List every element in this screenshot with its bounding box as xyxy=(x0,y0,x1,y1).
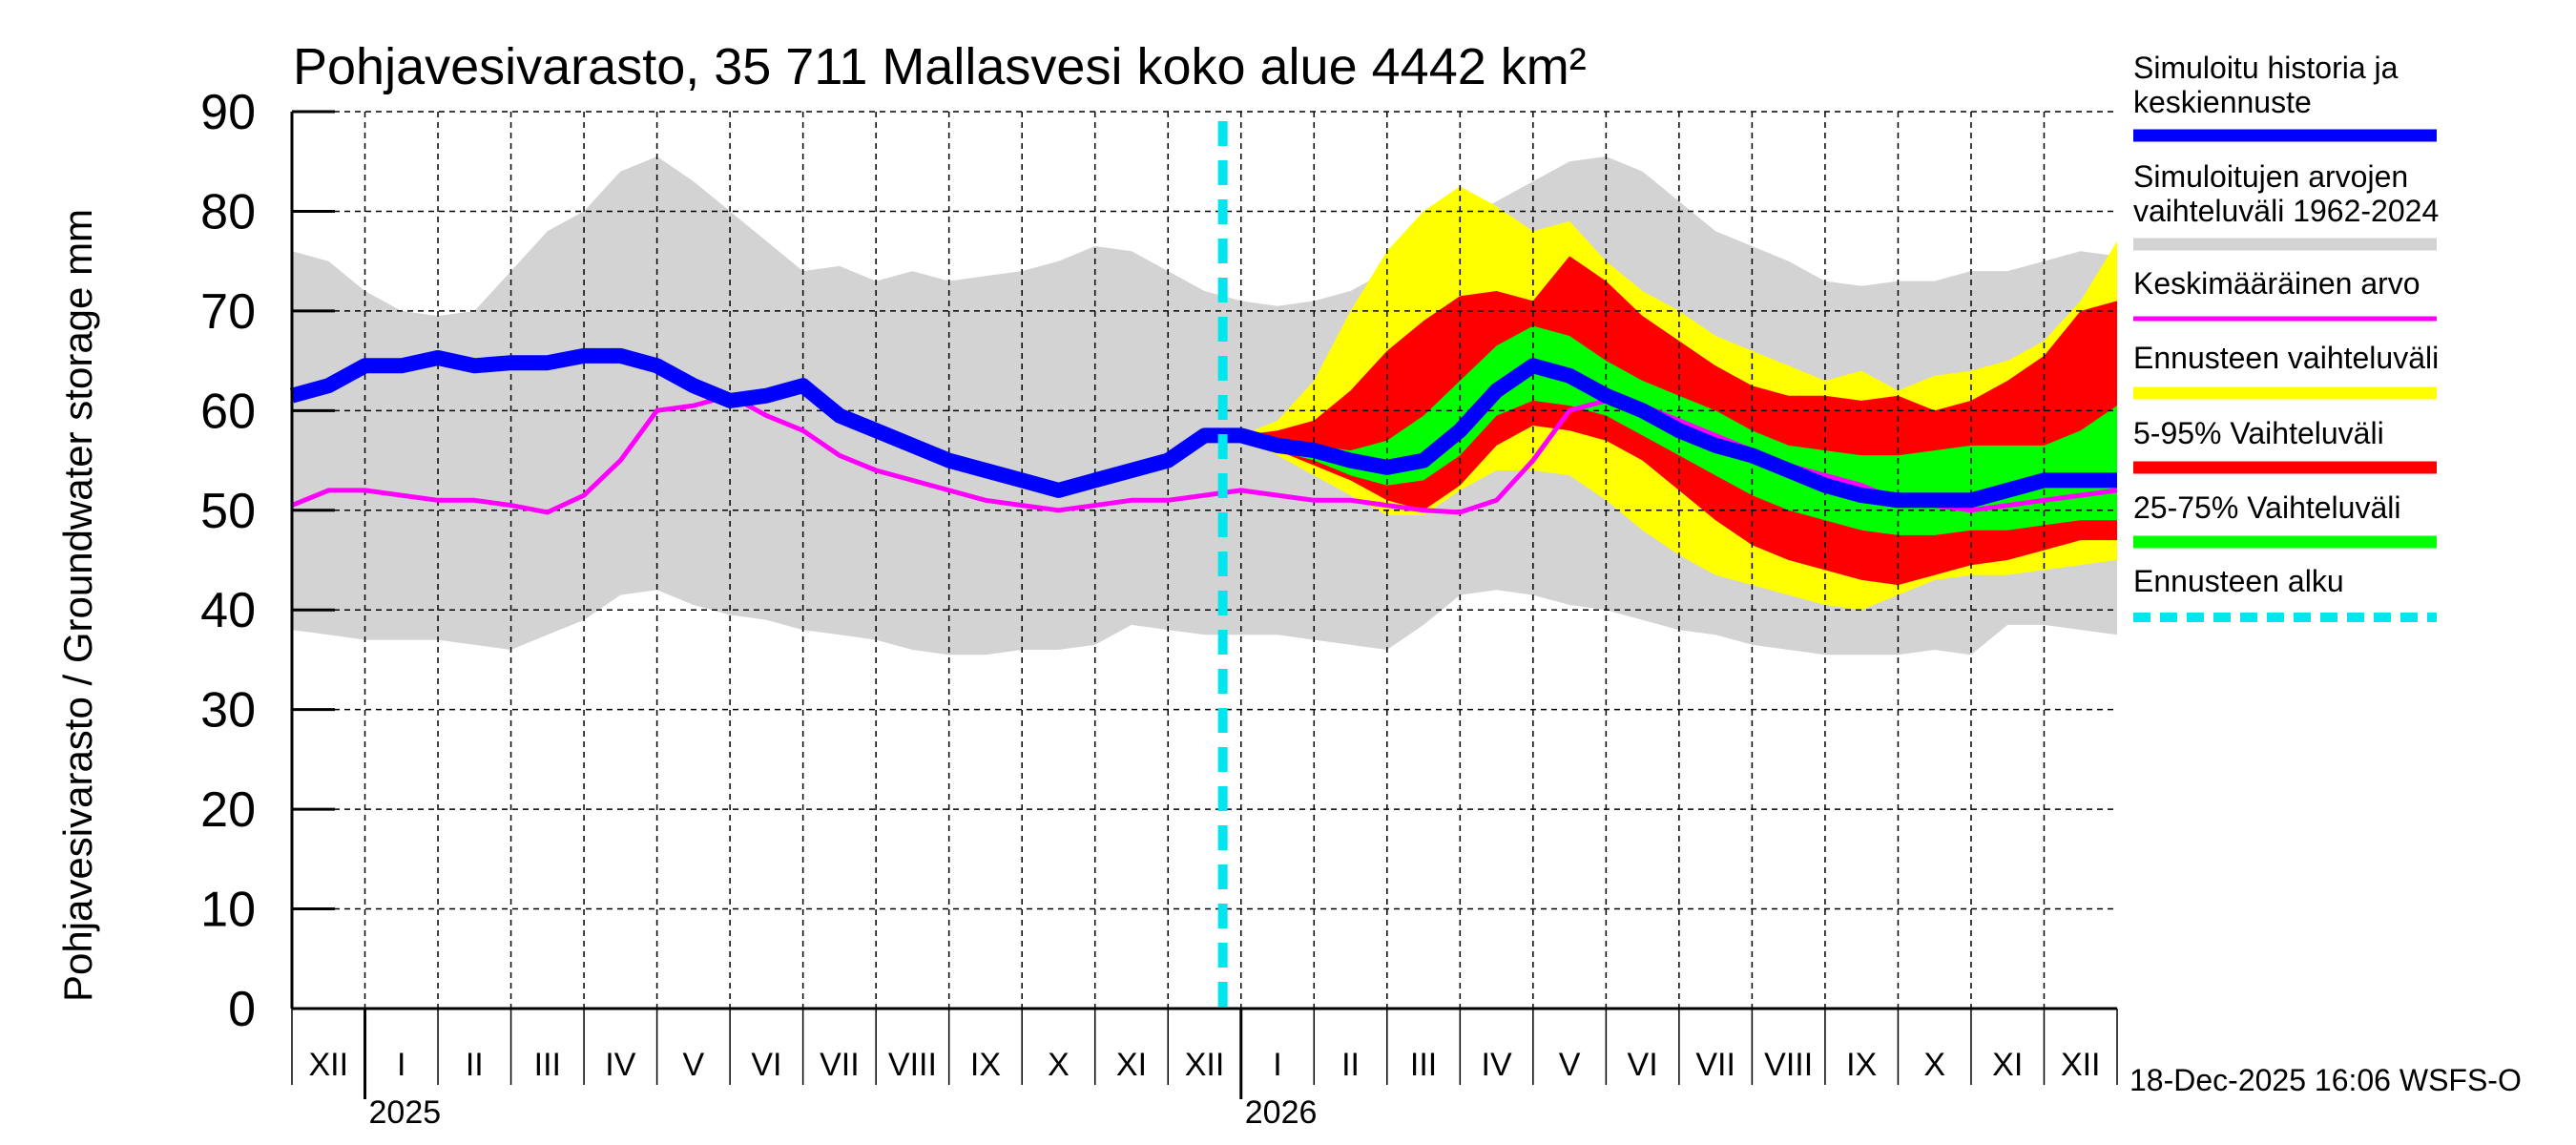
month-label: X xyxy=(1048,1047,1070,1083)
month-label: V xyxy=(683,1047,705,1083)
gridlines xyxy=(292,111,2117,1009)
month-label: VI xyxy=(1628,1047,1658,1083)
y-tick-label: 60 xyxy=(200,384,256,439)
legend-label: Simuloitu historia ja xyxy=(2133,51,2399,85)
legend-label: vaihteluväli 1962-2024 xyxy=(2133,194,2439,228)
month-label: VII xyxy=(1695,1047,1735,1083)
month-label: VIII xyxy=(1764,1047,1813,1083)
year-label: 2026 xyxy=(1245,1094,1318,1131)
month-label: XI xyxy=(1116,1047,1147,1083)
y-tick-label: 40 xyxy=(200,583,256,638)
y-tick-label: 10 xyxy=(200,883,256,938)
y-tick-label: 80 xyxy=(200,184,256,239)
simulated-median-line xyxy=(289,347,2117,509)
y-tick-labels: 0 10 20 30 40 50 60 70 80 90 xyxy=(200,85,335,1037)
timestamp: 18-Dec-2025 16:06 WSFS-O xyxy=(2129,1063,2522,1097)
month-label: XI xyxy=(1992,1047,2023,1083)
y-tick-label: 20 xyxy=(200,782,256,838)
month-label: IX xyxy=(1846,1047,1877,1083)
month-label: X xyxy=(1923,1047,1945,1083)
legend-label: 25-75% Vaihteluväli xyxy=(2133,490,2400,525)
legend-label: keskiennuste xyxy=(2133,85,2312,119)
month-label: V xyxy=(1559,1047,1581,1083)
legend-label: Simuloitujen arvojen xyxy=(2133,159,2408,194)
month-label: VIII xyxy=(888,1047,937,1083)
month-label: XII xyxy=(308,1047,348,1083)
legend-label: 5-95% Vaihteluväli xyxy=(2133,416,2384,450)
month-label: VI xyxy=(751,1047,781,1083)
legend-label: Keskimääräinen arvo xyxy=(2133,266,2420,301)
month-label: IX xyxy=(970,1047,1001,1083)
y-tick-label: 70 xyxy=(200,284,256,340)
legend-label: Ennusteen alku xyxy=(2133,564,2344,598)
month-label: XII xyxy=(2061,1047,2101,1083)
y-tick-label: 50 xyxy=(200,484,256,539)
month-label: I xyxy=(397,1047,405,1083)
x-month-ticks: XII I II III IV V VI VII VIII IX X XI XII I II III IV V VI… xyxy=(291,1009,2118,1131)
y-tick-label: 90 xyxy=(200,85,256,140)
legend-label: Ennusteen vaihteluväli xyxy=(2133,341,2439,375)
month-label: II xyxy=(1341,1047,1360,1083)
month-label: I xyxy=(1273,1047,1281,1083)
y-axis-label: Pohjavesivarasto / Groundwater storage m… xyxy=(55,209,100,1002)
month-label: IV xyxy=(605,1047,635,1083)
band-layer xyxy=(292,156,2117,656)
month-label: XII xyxy=(1185,1047,1225,1083)
y-tick-label: 30 xyxy=(200,683,256,739)
month-label: IV xyxy=(1482,1047,1512,1083)
month-label: III xyxy=(534,1047,561,1083)
chart-title: Pohjavesivarasto, 35 711 Mallasvesi koko… xyxy=(293,38,1587,95)
month-label: II xyxy=(466,1047,484,1083)
year-label: 2025 xyxy=(369,1094,442,1131)
axes xyxy=(290,112,2117,1010)
y-tick-label: 0 xyxy=(228,982,256,1037)
month-label: VII xyxy=(820,1047,860,1083)
mean-value-line xyxy=(291,393,2118,515)
line-layer xyxy=(289,347,2118,515)
month-label: III xyxy=(1410,1047,1437,1083)
